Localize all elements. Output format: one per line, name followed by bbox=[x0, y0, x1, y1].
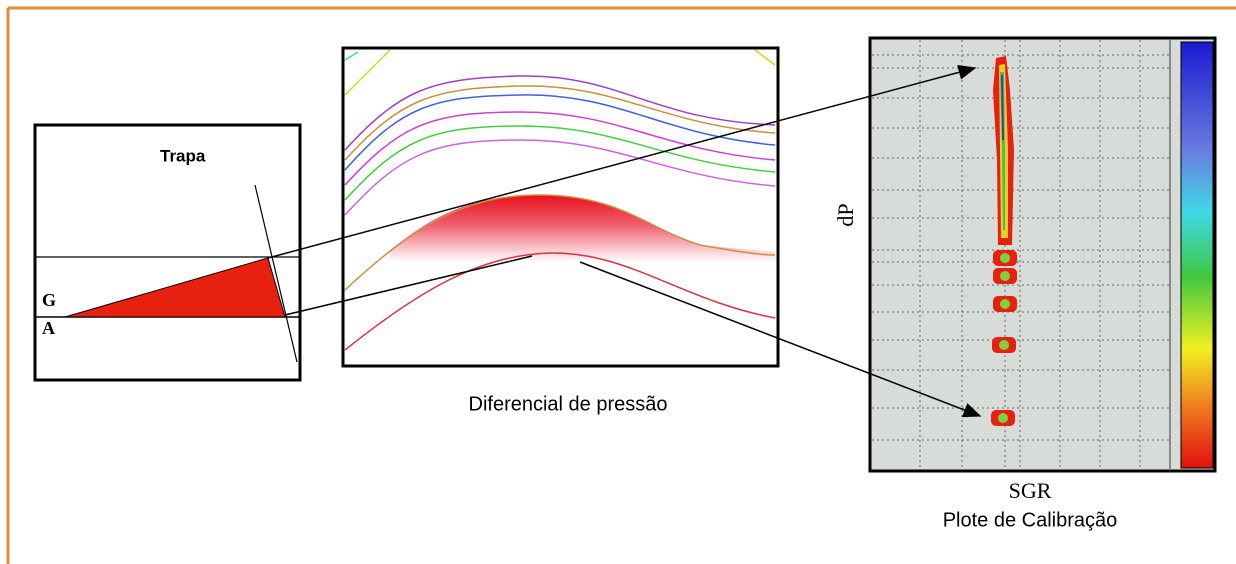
colorbar bbox=[1181, 42, 1213, 468]
y-axis-label: dP bbox=[833, 203, 858, 226]
x-axis-label: SGR bbox=[1009, 478, 1052, 503]
a-label: A bbox=[42, 318, 55, 338]
left-panel: Trapa G A bbox=[35, 125, 300, 380]
g-label: G bbox=[42, 290, 56, 310]
middle-panel: Diferencial de pressão bbox=[343, 48, 778, 415]
diagram: Trapa G A Diferencial de pressão bbox=[0, 0, 1236, 564]
right-panel: dP SGR Plote de Calibração bbox=[833, 38, 1215, 531]
trap-label: Trapa bbox=[160, 146, 206, 165]
page: Trapa G A Diferencial de pressão bbox=[0, 0, 1236, 564]
caption: Diferencial de pressão bbox=[469, 393, 668, 415]
caption: Plote de Calibração bbox=[943, 509, 1118, 531]
panel-border bbox=[870, 38, 1215, 471]
